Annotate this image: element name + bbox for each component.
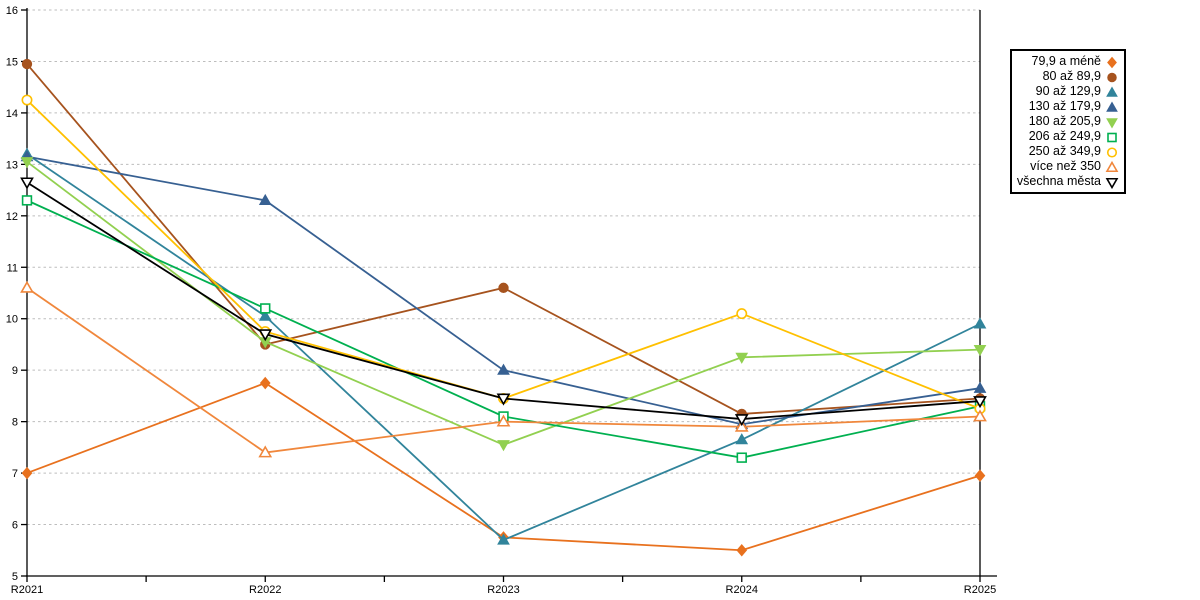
marker-square-icon: [260, 303, 271, 314]
marker-triangle-down-icon: [973, 396, 987, 409]
legend-item: 130 až 179,9: [1016, 99, 1119, 114]
marker-triangle-up-icon: [973, 409, 987, 422]
legend-label: 130 až 179,9: [1028, 99, 1101, 113]
y-tick-label: 7: [12, 468, 18, 480]
series-line: [26, 99, 981, 410]
series-line: [26, 181, 981, 420]
legend-circle-icon: [1106, 146, 1118, 158]
marker-circle-icon: [498, 282, 509, 294]
legend-label: 90 až 129,9: [1035, 84, 1101, 98]
marker-diamond-icon: [736, 544, 748, 557]
legend-label: 206 až 249,9: [1028, 129, 1101, 143]
legend-item: 250 až 349,9: [1016, 144, 1119, 159]
marker-triangle-up-icon: [1105, 160, 1119, 172]
marker-square-icon: [21, 195, 33, 206]
x-tick-label: R2025: [964, 584, 996, 596]
y-tick-label: 12: [6, 211, 18, 223]
series-v-echna-m-sta: [20, 177, 987, 427]
y-tick-label: 5: [12, 571, 18, 583]
legend-triangle-down-icon: [1105, 177, 1119, 189]
axes: [21, 8, 997, 582]
series-v-ce-ne-350: [20, 280, 987, 458]
legend-triangle-down-icon: [1106, 117, 1118, 129]
y-tick-label: 11: [7, 262, 18, 274]
marker-circle-icon: [1106, 146, 1118, 158]
marker-triangle-up-icon: [497, 533, 510, 545]
legend-item: více než 350: [1016, 159, 1119, 174]
marker-triangle-up-icon: [735, 433, 749, 445]
marker-diamond-icon: [974, 469, 986, 482]
legend-item: všechna města: [1016, 174, 1119, 189]
marker-circle-icon: [21, 58, 33, 70]
legend-diamond-icon: [1107, 56, 1117, 68]
y-tick-label: 10: [6, 314, 18, 326]
legend-triangle-up-icon: [1105, 160, 1119, 172]
marker-triangle-up-icon: [20, 280, 34, 293]
y-tick-label: 8: [12, 417, 18, 429]
marker-triangle-up-icon: [973, 317, 987, 329]
marker-triangle-down-icon: [973, 344, 987, 357]
x-tick-label: R2022: [249, 584, 281, 596]
legend-label: 79,9 a méně: [1031, 54, 1102, 68]
y-tick-label: 16: [6, 5, 18, 17]
marker-triangle-up-icon: [258, 309, 272, 321]
x-tick-label: R2021: [11, 584, 43, 596]
legend-circle-icon: [1107, 72, 1117, 82]
x-tick-label: R2023: [487, 584, 519, 596]
y-tick-label: 13: [6, 159, 18, 171]
marker-circle-icon: [736, 308, 748, 320]
legend-label: 180 až 205,9: [1028, 114, 1101, 128]
series-90-a-129-9: [20, 147, 987, 545]
marker-triangle-down-icon: [258, 329, 273, 342]
legend-label: všechna města: [1016, 174, 1101, 188]
marker-triangle-up-icon: [497, 363, 510, 375]
marker-circle-icon: [1107, 72, 1117, 82]
legend-item: 79,9 a méně: [1016, 54, 1119, 69]
legend-label: více než 350: [1030, 159, 1101, 173]
marker-triangle-down-icon: [20, 157, 34, 169]
marker-diamond-icon: [21, 466, 33, 480]
marker-circle-icon: [21, 94, 33, 106]
legend-label: 250 až 349,9: [1028, 144, 1101, 158]
marker-triangle-down-icon: [735, 352, 749, 364]
marker-triangle-up-icon: [258, 445, 273, 458]
marker-triangle-down-icon: [1105, 177, 1119, 189]
marker-triangle-down-icon: [734, 414, 749, 427]
y-tick-label: 14: [6, 108, 18, 120]
x-tick-label: R2024: [726, 584, 758, 596]
y-tick-label: 15: [6, 56, 18, 68]
marker-triangle-up-icon: [496, 414, 511, 427]
marker-triangle-up-icon: [973, 381, 987, 393]
marker-triangle-down-icon: [497, 440, 510, 452]
legend-triangle-up-icon: [1106, 100, 1118, 112]
legend-item: 80 až 89,9: [1016, 69, 1119, 84]
chart-legend: 79,9 a méně 80 až 89,9 90 až 129,9 130 až 1…: [1010, 49, 1126, 194]
y-tick-label: 6: [12, 520, 18, 532]
marker-triangle-down-icon: [1106, 117, 1118, 129]
legend-square-icon: [1107, 132, 1117, 142]
marker-square-icon: [736, 452, 747, 463]
marker-triangle-up-icon: [1106, 85, 1118, 97]
legend-triangle-up-icon: [1106, 85, 1118, 97]
legend-item: 180 až 205,9: [1016, 114, 1119, 129]
marker-triangle-up-icon: [1106, 100, 1118, 112]
marker-diamond-icon: [1107, 56, 1117, 68]
marker-triangle-down-icon: [496, 393, 511, 406]
legend-label: 80 až 89,9: [1042, 69, 1101, 83]
marker-square-icon: [1107, 132, 1117, 142]
legend-item: 206 až 249,9: [1016, 129, 1119, 144]
marker-diamond-icon: [259, 376, 271, 390]
marker-triangle-down-icon: [20, 177, 34, 190]
legend-item: 90 až 129,9: [1016, 84, 1119, 99]
series-line: [26, 153, 981, 542]
marker-triangle-up-icon: [258, 193, 272, 206]
y-tick-label: 9: [12, 365, 18, 377]
series-180-a-205-9: [20, 157, 987, 452]
